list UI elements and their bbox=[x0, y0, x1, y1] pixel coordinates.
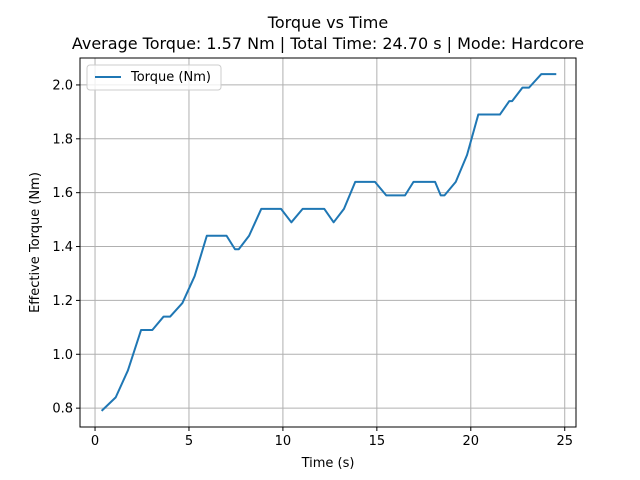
data-point bbox=[434, 181, 436, 183]
legend-label: Torque (Nm) bbox=[130, 70, 211, 85]
data-point bbox=[466, 154, 468, 156]
data-point bbox=[234, 248, 236, 250]
y-tick-label: 1.2 bbox=[52, 294, 73, 309]
data-point bbox=[127, 369, 129, 371]
data-point bbox=[151, 329, 153, 331]
ticks: 0 5 10 15 20 25 0.8 1.0 1.2 1.4 1.6 1.8 2.0 bbox=[52, 78, 573, 449]
data-point bbox=[365, 181, 367, 183]
plot-frame bbox=[79, 57, 577, 428]
data-point bbox=[354, 181, 356, 183]
data-point bbox=[260, 208, 262, 210]
data-point bbox=[425, 181, 427, 183]
data-point bbox=[169, 316, 171, 318]
x-tick-label: 0 bbox=[91, 434, 99, 449]
data-point bbox=[521, 87, 523, 89]
y-tick-label: 0.8 bbox=[52, 402, 73, 417]
data-point bbox=[194, 275, 196, 277]
legend: Torque (Nm) bbox=[86, 64, 222, 91]
data-point bbox=[477, 114, 479, 116]
data-point bbox=[343, 208, 345, 210]
data-point bbox=[323, 208, 325, 210]
data-point bbox=[269, 208, 271, 210]
data-point bbox=[206, 235, 208, 237]
series-line-torque bbox=[100, 73, 557, 412]
data-point bbox=[555, 73, 557, 75]
y-axis-label: Effective Torque (Nm) bbox=[28, 172, 43, 313]
data-point bbox=[163, 316, 165, 318]
data-point bbox=[455, 181, 457, 183]
data-point bbox=[226, 235, 228, 237]
x-tick-label: 5 bbox=[185, 434, 193, 449]
data-point bbox=[547, 73, 549, 75]
y-tick-label: 1.6 bbox=[52, 186, 73, 201]
data-point bbox=[540, 73, 542, 75]
x-tick-label: 15 bbox=[369, 434, 386, 449]
data-point bbox=[280, 208, 282, 210]
chart-subtitle: Average Torque: 1.57 Nm | Total Time: 24… bbox=[72, 34, 584, 53]
data-point bbox=[115, 396, 117, 398]
x-tick-label: 25 bbox=[556, 434, 573, 449]
data-point bbox=[443, 194, 445, 196]
data-point bbox=[374, 181, 376, 183]
data-point bbox=[511, 100, 513, 102]
data-point bbox=[385, 194, 387, 196]
data-point bbox=[404, 194, 406, 196]
data-point bbox=[412, 181, 414, 183]
x-tick-label: 10 bbox=[275, 434, 292, 449]
y-tick-label: 1.0 bbox=[52, 348, 73, 363]
data-point bbox=[101, 410, 103, 412]
data-point bbox=[181, 302, 183, 304]
chart-title: Torque vs Time bbox=[267, 13, 388, 32]
x-tick-label: 20 bbox=[463, 434, 480, 449]
y-tick-label: 1.8 bbox=[52, 132, 73, 147]
data-point bbox=[489, 114, 491, 116]
y-tick-label: 1.4 bbox=[52, 240, 73, 255]
data-point bbox=[312, 208, 314, 210]
data-point bbox=[238, 248, 240, 250]
data-point bbox=[140, 329, 142, 331]
data-point bbox=[290, 221, 292, 223]
series-layer bbox=[100, 73, 557, 412]
data-point bbox=[302, 208, 304, 210]
x-axis-label: Time (s) bbox=[301, 456, 355, 471]
data-point bbox=[333, 221, 335, 223]
data-point bbox=[215, 235, 217, 237]
data-point bbox=[440, 194, 442, 196]
grid bbox=[80, 58, 576, 427]
data-point bbox=[528, 87, 530, 89]
legend-box bbox=[86, 64, 222, 91]
data-point bbox=[508, 100, 510, 102]
y-tick-label: 2.0 bbox=[52, 78, 73, 93]
data-point bbox=[248, 235, 250, 237]
data-point bbox=[499, 114, 501, 116]
data-point bbox=[396, 194, 398, 196]
